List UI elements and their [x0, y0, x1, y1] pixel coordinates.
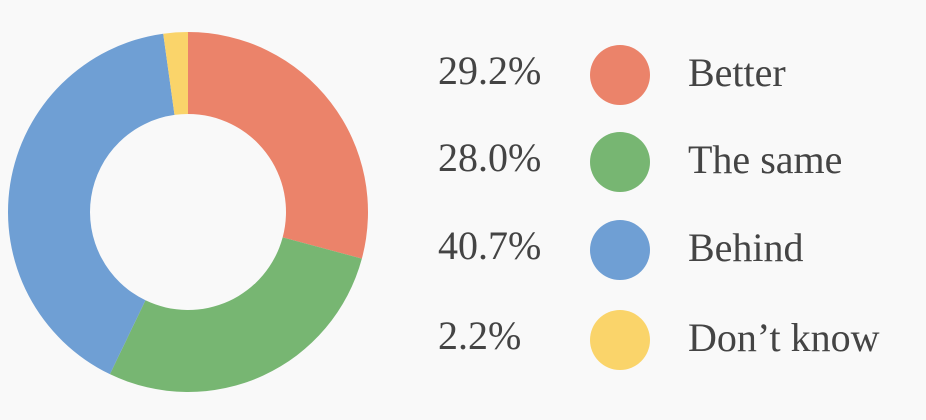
- legend-swatch: [590, 132, 650, 192]
- legend-label: Better: [688, 50, 786, 95]
- donut-slice: [109, 237, 362, 393]
- legend-swatch: [590, 45, 650, 105]
- legend-label: The same: [688, 137, 842, 182]
- donut-slice: [188, 32, 368, 259]
- legend-value: 40.7%: [438, 223, 541, 268]
- legend-label: Behind: [688, 225, 804, 270]
- legend-value: 29.2%: [438, 48, 541, 93]
- legend-swatch: [590, 220, 650, 280]
- legend-value: 2.2%: [438, 313, 521, 358]
- donut-slice: [7, 33, 175, 375]
- legend-swatch: [590, 310, 650, 370]
- legend-value: 28.0%: [438, 135, 541, 180]
- donut-slice: [163, 32, 188, 115]
- legend-label: Don’t know: [688, 315, 880, 360]
